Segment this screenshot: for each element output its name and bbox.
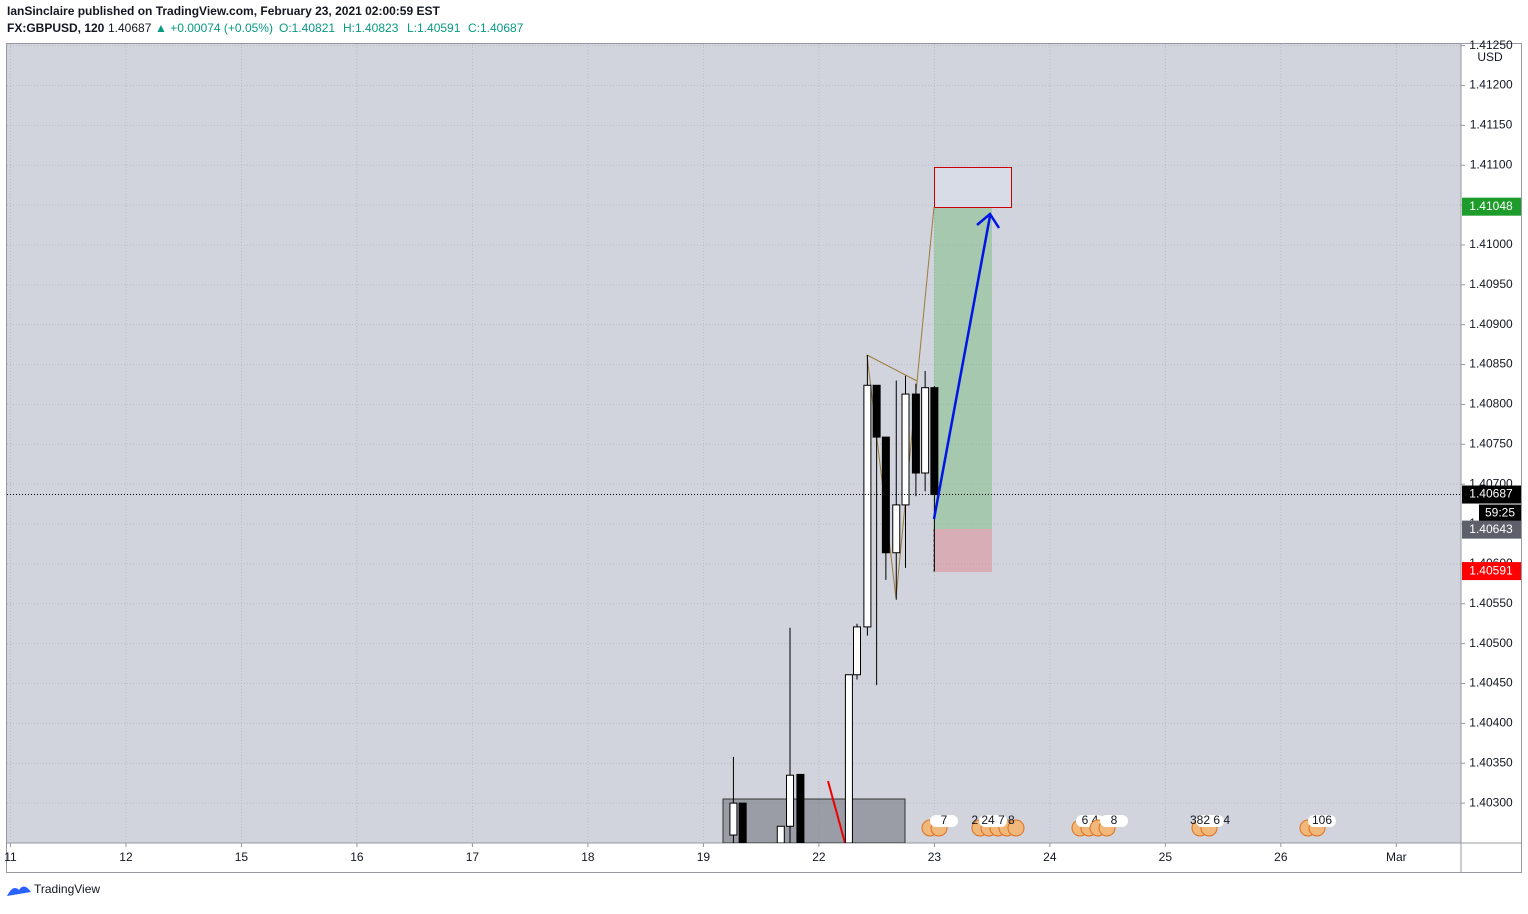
y-tick-label: 1.40300 <box>1469 795 1513 809</box>
y-tick-label: 1.40750 <box>1469 436 1513 450</box>
y-tick-label: 1.41250 <box>1469 38 1513 52</box>
x-tick-label: 15 <box>235 850 249 864</box>
candle-body <box>776 825 785 843</box>
x-tick-label: 23 <box>928 850 942 864</box>
candle-body <box>852 626 861 676</box>
candle-body <box>911 393 920 474</box>
price-badge-label: 1.41048 <box>1469 199 1513 213</box>
plot-area <box>7 44 1461 843</box>
y-tick-label: 1.40450 <box>1469 676 1513 690</box>
event-count-bg <box>1100 815 1128 827</box>
x-tick-label: 16 <box>350 850 364 864</box>
event-count-bg <box>1308 815 1336 827</box>
candle-body <box>921 387 930 474</box>
price-badge <box>1462 562 1521 581</box>
price-badge-label: 1.40643 <box>1469 522 1513 536</box>
ohlc-high: H:1.40823 <box>343 21 399 35</box>
x-tick-label: 12 <box>119 850 133 864</box>
trend-line <box>827 780 846 843</box>
event-count: 382 6 4 <box>1190 813 1230 827</box>
ohlc-open: O:1.40821 <box>279 21 335 35</box>
price-badge-label: 1.40687 <box>1469 487 1513 501</box>
y-tick-label: 1.40350 <box>1469 755 1513 769</box>
candle-body <box>892 504 901 554</box>
y-tick-label: 1.40900 <box>1469 317 1513 331</box>
y-tick-label: 1.41150 <box>1470 118 1513 132</box>
candle-body <box>844 674 853 843</box>
y-tick-label: 1.41000 <box>1469 237 1513 251</box>
y-tick-label: 1.41100 <box>1470 157 1513 171</box>
x-tick-label: 19 <box>697 850 711 864</box>
event-count-bg <box>979 815 1007 827</box>
y-tick-label: 1.41200 <box>1469 78 1513 92</box>
symbol: FX:GBPUSD, 120 <box>7 21 105 35</box>
stop-zone <box>934 529 992 572</box>
y-tick-label: 1.40950 <box>1469 277 1513 291</box>
x-tick-label: Mar <box>1386 850 1407 864</box>
y-tick-label: 1.40800 <box>1469 397 1513 411</box>
x-tick-label: 18 <box>581 850 595 864</box>
candle-body <box>729 802 738 836</box>
footer: TradingView <box>7 882 100 896</box>
x-tick-label: 22 <box>812 850 826 864</box>
y-tick-label: 1.40550 <box>1469 596 1513 610</box>
x-tick-label: 24 <box>1043 850 1057 864</box>
range-box <box>722 798 906 843</box>
countdown-bg <box>1479 504 1521 523</box>
x-tick-label: 11 <box>4 850 17 864</box>
logo <box>7 886 31 896</box>
candle-body <box>872 384 881 438</box>
y-tick-label: 1.40850 <box>1469 357 1513 371</box>
currency: USD <box>1477 50 1503 64</box>
ohlc-low: L:1.40591 <box>407 21 461 35</box>
event-count-bg <box>930 815 958 827</box>
footer-brand: TradingView <box>34 882 100 896</box>
candle-body <box>930 387 939 496</box>
candle-body <box>796 773 805 843</box>
last-price: 1.40687 <box>108 21 152 35</box>
event-count: 2 24 7 8 <box>971 813 1015 827</box>
event-count: 8 <box>1111 813 1118 827</box>
change: ▲ +0.00074 (+0.05%) <box>155 21 273 35</box>
arrow-shaft <box>932 215 992 520</box>
price-badge <box>1462 485 1521 504</box>
ohlc-close: C:1.40687 <box>468 21 524 35</box>
y-tick-label: 1.40500 <box>1469 636 1513 650</box>
x-tick-label: 26 <box>1274 850 1288 864</box>
publisher: IanSinclaire published on TradingView.co… <box>7 4 440 18</box>
arrow <box>932 212 1001 520</box>
x-tick-label: 17 <box>466 850 480 864</box>
candle-body <box>738 802 747 843</box>
price-badge <box>1462 520 1521 539</box>
price-badge <box>1462 197 1521 216</box>
target-box <box>934 167 1012 208</box>
x-tick-label: 25 <box>1159 850 1173 864</box>
event-count: 7 <box>941 813 948 827</box>
event-count: 106 <box>1312 813 1332 827</box>
event-icon <box>1007 819 1025 837</box>
y-tick-label: 1.40400 <box>1469 716 1513 730</box>
price-badge-label: 1.40591 <box>1469 563 1513 577</box>
candle-body <box>863 384 872 628</box>
candle-body <box>786 774 795 827</box>
pattern-line <box>866 354 918 382</box>
candle-body <box>901 393 910 506</box>
countdown: 59:25 <box>1485 506 1515 520</box>
event-count-bg <box>1196 815 1224 827</box>
arrow-head <box>976 212 1001 229</box>
